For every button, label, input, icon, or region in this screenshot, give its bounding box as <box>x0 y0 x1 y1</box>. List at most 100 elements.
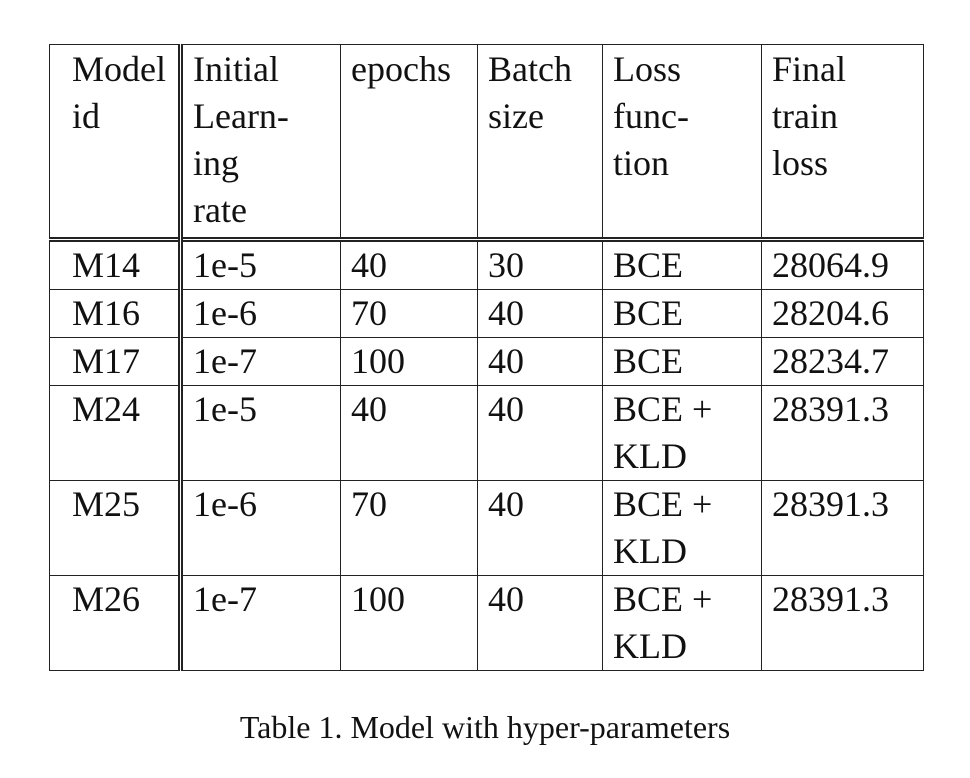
cell-loss-function: BCE <box>602 289 762 338</box>
cell-batch-size: 40 <box>477 337 603 386</box>
cell-batch-size: 40 <box>477 289 603 338</box>
table-caption: Table 1. Model with hyper-parameters <box>239 709 731 745</box>
table-row: M24 1e-5 40 40 BCE + KLD 28391.3 <box>49 385 924 481</box>
header-line: epochs <box>351 49 451 89</box>
cell-final-train-loss: 28064.9 <box>761 237 924 290</box>
cell-final-train-loss: 28234.7 <box>761 337 924 386</box>
header-row: Model id Initial Learn- ing rate epochs … <box>49 44 924 240</box>
table-row: M26 1e-7 100 40 BCE + KLD 28391.3 <box>49 575 924 671</box>
cell-model-id: M16 <box>49 289 183 338</box>
header-loss-function: Loss func- tion <box>602 44 762 240</box>
cell-epochs: 70 <box>340 480 478 576</box>
cell-line: M25 <box>72 484 141 524</box>
cell-line: 40 <box>488 389 524 429</box>
cell-loss-function: BCE + KLD <box>602 385 762 481</box>
cell-line: M17 <box>72 341 141 381</box>
hyperparameter-table-container: Model id Initial Learn- ing rate epochs … <box>49 44 924 671</box>
cell-epochs: 100 <box>340 575 478 671</box>
cell-epochs: 40 <box>340 385 478 481</box>
cell-line: 1e-6 <box>193 484 257 524</box>
cell-line: KLD <box>613 436 687 476</box>
table-row: M14 1e-5 40 30 BCE 28064.9 <box>49 237 924 290</box>
cell-model-id: M14 <box>49 237 183 290</box>
header-final-train-loss: Final train loss <box>761 44 924 240</box>
cell-learning-rate: 1e-7 <box>180 337 341 386</box>
cell-line: BCE <box>613 245 684 285</box>
cell-line: 28391.3 <box>772 579 889 619</box>
table-row: M16 1e-6 70 40 BCE 28204.6 <box>49 289 924 338</box>
cell-line: 100 <box>351 579 405 619</box>
cell-line: BCE <box>613 341 684 381</box>
cell-learning-rate: 1e-6 <box>180 480 341 576</box>
cell-line: M26 <box>72 579 141 619</box>
cell-line: 1e-5 <box>193 245 257 285</box>
hyperparameter-table: Model id Initial Learn- ing rate epochs … <box>49 44 924 671</box>
header-line: Batch <box>488 49 572 89</box>
cell-loss-function: BCE <box>602 237 762 290</box>
cell-loss-function: BCE <box>602 337 762 386</box>
header-epochs: epochs <box>340 44 478 240</box>
cell-line: 28234.7 <box>772 341 889 381</box>
cell-loss-function: BCE + KLD <box>602 575 762 671</box>
cell-epochs: 100 <box>340 337 478 386</box>
header-line: id <box>72 96 101 136</box>
cell-final-train-loss: 28391.3 <box>761 575 924 671</box>
table-row: M17 1e-7 100 40 BCE 28234.7 <box>49 337 924 386</box>
cell-line: BCE + <box>613 389 713 429</box>
cell-line: 40 <box>488 293 524 333</box>
cell-line: 40 <box>488 484 524 524</box>
cell-line: 70 <box>351 484 387 524</box>
cell-batch-size: 40 <box>477 385 603 481</box>
cell-batch-size: 30 <box>477 237 603 290</box>
header-line: Initial <box>193 49 279 89</box>
cell-line: 1e-6 <box>193 293 257 333</box>
cell-batch-size: 40 <box>477 480 603 576</box>
cell-line: BCE + <box>613 579 713 619</box>
cell-line: M14 <box>72 245 141 285</box>
cell-learning-rate: 1e-5 <box>180 237 341 290</box>
cell-line: 40 <box>351 389 387 429</box>
cell-final-train-loss: 28391.3 <box>761 480 924 576</box>
cell-model-id: M17 <box>49 337 183 386</box>
cell-line: 28391.3 <box>772 389 889 429</box>
cell-line: M16 <box>72 293 141 333</box>
header-line: func- <box>613 96 689 136</box>
cell-line: KLD <box>613 626 687 666</box>
cell-line: 100 <box>351 341 405 381</box>
cell-model-id: M24 <box>49 385 183 481</box>
header-line: loss <box>772 143 829 183</box>
cell-line: 28391.3 <box>772 484 889 524</box>
cell-final-train-loss: 28204.6 <box>761 289 924 338</box>
cell-line: 30 <box>488 245 524 285</box>
cell-line: 1e-7 <box>193 341 257 381</box>
cell-line: 28204.6 <box>772 293 889 333</box>
header-model-id: Model id <box>49 44 183 240</box>
cell-line: 40 <box>488 579 524 619</box>
header-line: Learn- <box>193 96 289 136</box>
table-row: M25 1e-6 70 40 BCE + KLD 28391.3 <box>49 480 924 576</box>
header-line: Model <box>72 49 166 89</box>
cell-line: 28064.9 <box>772 245 889 285</box>
cell-learning-rate: 1e-6 <box>180 289 341 338</box>
cell-batch-size: 40 <box>477 575 603 671</box>
cell-line: BCE <box>613 293 684 333</box>
cell-learning-rate: 1e-7 <box>180 575 341 671</box>
header-batch-size: Batch size <box>477 44 603 240</box>
cell-loss-function: BCE + KLD <box>602 480 762 576</box>
header-line: ing <box>193 143 240 183</box>
cell-epochs: 40 <box>340 237 478 290</box>
header-line: rate <box>193 190 247 230</box>
cell-learning-rate: 1e-5 <box>180 385 341 481</box>
cell-line: 40 <box>488 341 524 381</box>
cell-line: BCE + <box>613 484 713 524</box>
cell-line: M24 <box>72 389 141 429</box>
header-line: tion <box>613 143 670 183</box>
header-line: size <box>488 96 544 136</box>
header-line: Final <box>772 49 847 89</box>
cell-final-train-loss: 28391.3 <box>761 385 924 481</box>
cell-line: 1e-7 <box>193 579 257 619</box>
cell-line: 1e-5 <box>193 389 257 429</box>
cell-line: 40 <box>351 245 387 285</box>
cell-line: 70 <box>351 293 387 333</box>
cell-line: KLD <box>613 531 687 571</box>
